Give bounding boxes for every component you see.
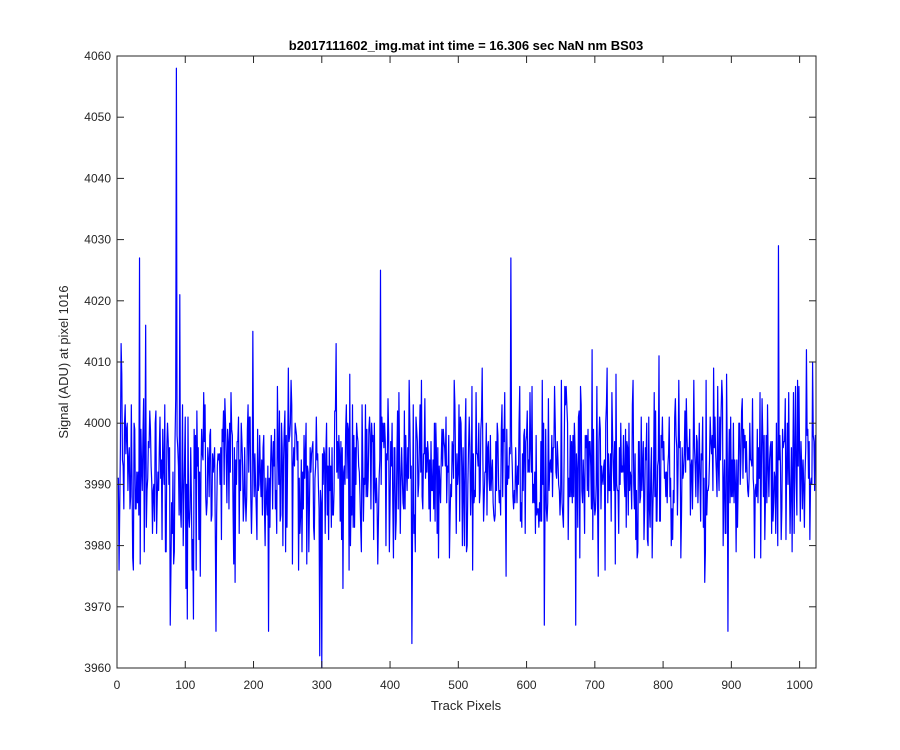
x-tick-label: 100 (175, 678, 195, 692)
x-tick-label: 700 (585, 678, 605, 692)
y-tick-label: 3990 (84, 477, 111, 491)
x-axis-label: Track Pixels (431, 698, 502, 713)
series-layer (117, 67, 816, 669)
y-tick-label: 4020 (84, 294, 111, 308)
plot-area (117, 56, 816, 668)
x-tick-label: 200 (244, 678, 264, 692)
chart-title: b2017111602_img.mat int time = 16.306 se… (289, 38, 643, 53)
y-axis-ticks: 3960 3970 3980 3990 4000 4010 4020 4030 4040 4050… (84, 49, 816, 675)
y-tick-label: 3960 (84, 661, 111, 675)
x-tick-label: 900 (721, 678, 741, 692)
y-tick-label: 4030 (84, 233, 111, 247)
y-tick-label: 3980 (84, 539, 111, 553)
x-tick-label: 400 (380, 678, 400, 692)
x-tick-label: 500 (448, 678, 468, 692)
x-tick-label: 300 (312, 678, 332, 692)
y-tick-label: 4010 (84, 355, 111, 369)
x-axis-ticks: 0 100 200 300 400 500 600 700 800 900 1000 (114, 56, 813, 692)
x-tick-label: 0 (114, 678, 121, 692)
x-tick-label: 1000 (786, 678, 813, 692)
y-tick-label: 3970 (84, 600, 111, 614)
y-tick-label: 4040 (84, 171, 111, 185)
x-tick-label: 800 (653, 678, 673, 692)
y-tick-label: 4060 (84, 49, 111, 63)
signal-series-line (117, 67, 816, 669)
x-tick-label: 600 (517, 678, 537, 692)
y-tick-label: 4000 (84, 416, 111, 430)
y-axis-label: Signal (ADU) at pixel 1016 (56, 285, 71, 438)
y-tick-label: 4050 (84, 110, 111, 124)
